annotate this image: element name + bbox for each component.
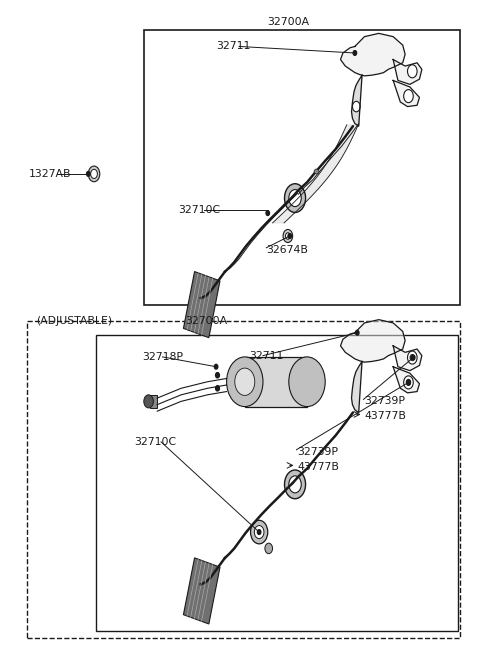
Circle shape [285,183,306,212]
Bar [150,395,157,408]
Bar [27,321,460,638]
Text: 32700A: 32700A [185,316,228,326]
Circle shape [286,233,290,239]
Polygon shape [183,272,220,338]
Polygon shape [351,75,362,126]
Circle shape [144,395,154,408]
Circle shape [283,229,293,242]
Text: 32739P: 32739P [298,447,338,457]
Polygon shape [340,33,405,76]
Circle shape [265,543,273,553]
Circle shape [404,376,413,389]
Text: 32710C: 32710C [178,205,220,215]
Circle shape [352,102,360,112]
Circle shape [216,386,219,391]
Circle shape [285,470,306,498]
Circle shape [356,330,359,335]
Text: 32710C: 32710C [135,437,177,447]
Text: 1327AB: 1327AB [28,169,71,179]
Text: 32674B: 32674B [266,246,308,255]
Polygon shape [183,558,220,624]
Text: 43777B: 43777B [364,411,406,421]
Circle shape [353,50,357,55]
Circle shape [408,351,417,364]
Circle shape [289,476,301,493]
Polygon shape [340,320,405,362]
Circle shape [86,172,90,176]
Text: 32739P: 32739P [364,396,406,405]
Text: 32718P: 32718P [142,352,183,362]
Circle shape [88,166,100,181]
Polygon shape [273,125,358,223]
Polygon shape [393,367,420,393]
Circle shape [216,373,219,378]
Circle shape [288,234,291,238]
Circle shape [254,525,264,538]
Circle shape [410,354,415,361]
Bar [245,357,307,407]
Circle shape [407,380,410,384]
Circle shape [257,530,261,534]
Circle shape [289,357,325,407]
Circle shape [289,189,301,206]
Bar [144,30,460,305]
Circle shape [251,520,268,544]
Circle shape [406,379,411,386]
Bar [96,335,458,631]
Circle shape [411,355,415,360]
Polygon shape [393,60,422,84]
Text: (ADJUSTABLE): (ADJUSTABLE) [36,316,113,326]
Circle shape [227,357,263,407]
Text: 32700A: 32700A [267,17,309,27]
Polygon shape [393,346,422,371]
Circle shape [408,65,417,78]
Polygon shape [393,81,420,107]
Text: 32711: 32711 [216,41,251,52]
Text: 43777B: 43777B [298,462,339,472]
Text: 32711: 32711 [250,350,284,361]
Circle shape [215,364,218,369]
Circle shape [404,90,413,103]
Circle shape [235,368,255,396]
Circle shape [266,211,269,215]
Circle shape [91,170,97,178]
Polygon shape [351,362,362,413]
